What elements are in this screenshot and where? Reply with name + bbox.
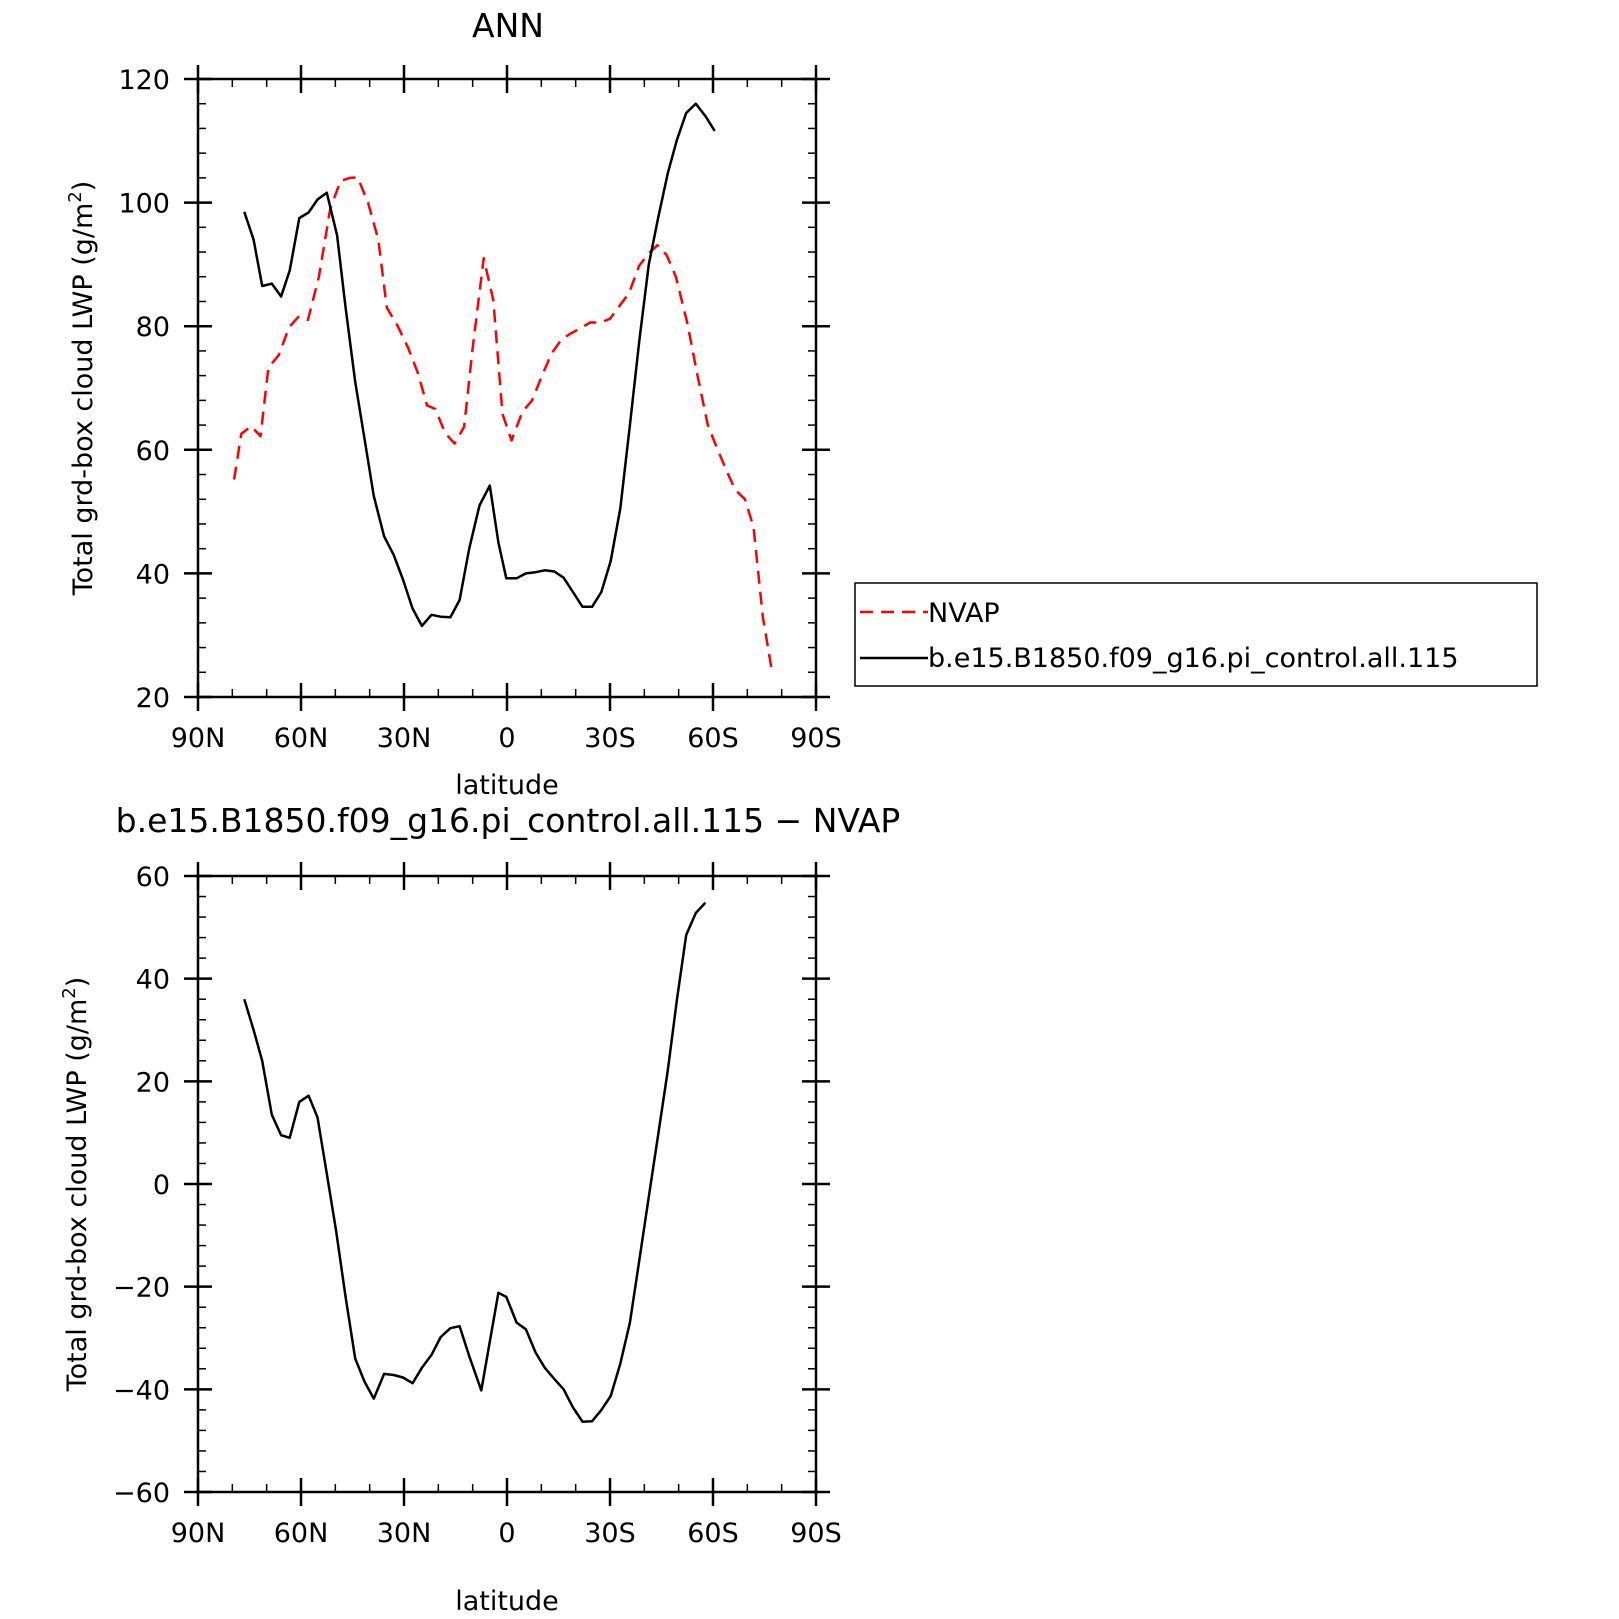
top-panel: ANN 90N 60N 30N 0 30S 60S 90S 20 40 60 80 100 120 la… xyxy=(65,6,1538,801)
top-axis-ticks xyxy=(184,65,830,711)
bottom-y-axis-label: Total grd-box cloud LWP (g/m2) xyxy=(59,977,93,1393)
x-tick-label: 60S xyxy=(687,1518,739,1549)
bottom-x-axis-label: latitude xyxy=(455,1586,559,1617)
x-tick-label: 30S xyxy=(584,1518,636,1549)
bottom-chart-title: b.e15.B1850.f09_g16.pi_control.all.115 −… xyxy=(116,801,901,840)
y-tick-label: 80 xyxy=(136,312,170,343)
model-series-line xyxy=(243,102,716,628)
x-tick-label: 90N xyxy=(171,723,226,754)
legend-box xyxy=(854,582,1538,687)
x-tick-label: 30S xyxy=(584,723,636,754)
x-tick-label: 60N xyxy=(274,723,329,754)
nvap-series-line xyxy=(232,176,774,673)
x-tick-label: 90S xyxy=(790,1518,842,1549)
y-tick-label: 40 xyxy=(136,965,170,996)
y-tick-label: −20 xyxy=(113,1273,170,1304)
legend: NVAP b.e15.B1850.f09_g16.pi_control.all.… xyxy=(854,582,1538,687)
bottom-axis-ticks xyxy=(184,862,830,1506)
x-tick-label: 90S xyxy=(790,723,842,754)
x-tick-label: 0 xyxy=(498,1518,515,1549)
model-series-line xyxy=(243,901,707,1423)
y-tick-label: −40 xyxy=(113,1375,170,1406)
y-tick-label: 20 xyxy=(136,683,170,714)
x-tick-label: 0 xyxy=(498,723,515,754)
legend-label-model: b.e15.B1850.f09_g16.pi_control.all.115 xyxy=(928,643,1459,674)
x-tick-label: 60S xyxy=(687,723,739,754)
x-tick-label: 30N xyxy=(377,723,432,754)
bottom-panel: b.e15.B1850.f09_g16.pi_control.all.115 −… xyxy=(59,801,900,1617)
x-tick-label: 90N xyxy=(171,1518,226,1549)
y-tick-label: 60 xyxy=(136,436,170,467)
y-tick-label: 40 xyxy=(136,559,170,590)
y-tick-label: 120 xyxy=(118,65,170,96)
y-tick-label: 100 xyxy=(118,189,170,220)
top-plot-lines xyxy=(232,102,774,673)
bottom-plot-frame xyxy=(196,874,818,1494)
x-tick-label: 60N xyxy=(274,1518,329,1549)
top-chart-title: ANN xyxy=(472,6,544,45)
legend-label-nvap: NVAP xyxy=(928,598,1000,629)
top-tick-labels: 90N 60N 30N 0 30S 60S 90S 20 40 60 80 100 120 xyxy=(118,65,841,754)
bottom-plot-lines xyxy=(243,901,707,1423)
y-tick-label: 20 xyxy=(136,1067,170,1098)
top-x-axis-label: latitude xyxy=(455,770,559,801)
bottom-tick-labels: 90N 60N 30N 0 30S 60S 90S −60 −40 −20 0 20 40 60 xyxy=(113,862,842,1549)
y-tick-label: 60 xyxy=(136,862,170,893)
top-y-axis-label: Total grd-box cloud LWP (g/m2) xyxy=(65,181,99,597)
y-tick-label: 0 xyxy=(153,1170,170,1201)
top-plot-frame xyxy=(196,77,818,699)
x-tick-label: 30N xyxy=(377,1518,432,1549)
y-tick-label: −60 xyxy=(113,1478,170,1509)
